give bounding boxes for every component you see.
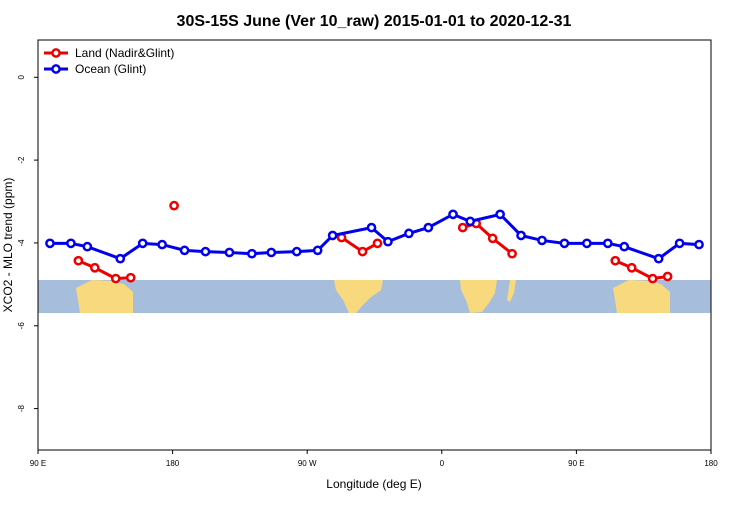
point [457,222,468,233]
point [383,236,393,247]
y-axis-label: XCO2 - MLO trend (ppm) [1,178,15,313]
x-tick-label: 180 [704,459,718,468]
point [626,262,637,273]
point [423,222,434,233]
legend-label: Land (Nadir&Glint) [75,46,174,60]
point [125,272,136,283]
x-tick-label: 90 E [568,459,584,468]
legend-marker [51,48,61,58]
point [89,262,100,273]
y-tick-label: 0 [17,74,26,79]
point [247,248,257,259]
point [266,247,277,258]
point [507,248,517,259]
series-line [49,212,700,261]
x-axis-label: Longitude (deg E) [326,477,421,491]
point [66,238,76,249]
x-tick-label: 180 [166,459,180,468]
point [662,271,673,282]
point [537,235,547,246]
point [448,209,458,220]
y-tick-label: -4 [17,239,26,247]
point [516,230,526,241]
point [137,238,148,249]
point [495,209,505,220]
point [559,238,570,249]
point [582,238,592,249]
point [602,238,613,249]
point [115,253,126,264]
x-tick-label: 90 E [30,459,46,468]
point [465,216,476,227]
chart-title: 30S-15S June (Ver 10_raw) 2015-01-01 to … [177,13,572,30]
x-tick-label: 90 W [298,459,317,468]
point [674,238,685,249]
point [694,239,704,250]
point [619,241,630,252]
legend-label: Ocean (Glint) [75,62,146,76]
point [291,246,302,257]
point [82,241,93,252]
map-band [38,280,711,313]
point [372,238,383,249]
point [312,245,323,256]
point [169,200,179,211]
y-tick-label: -2 [17,156,26,164]
point [224,247,235,258]
point [200,246,211,257]
point [73,255,84,266]
point [366,222,377,233]
point [653,253,664,264]
y-tick-label: -6 [17,322,26,330]
point [647,273,658,284]
point [110,273,121,284]
point [179,245,190,256]
point [157,239,167,250]
plot-frame [37,39,712,451]
point [610,255,621,266]
legend-marker [51,64,61,74]
point [45,238,55,249]
y-tick-label: -8 [17,404,26,412]
point [327,230,338,241]
point [404,228,414,239]
point [487,233,498,244]
point [357,246,368,257]
x-tick-label: 0 [440,459,445,468]
